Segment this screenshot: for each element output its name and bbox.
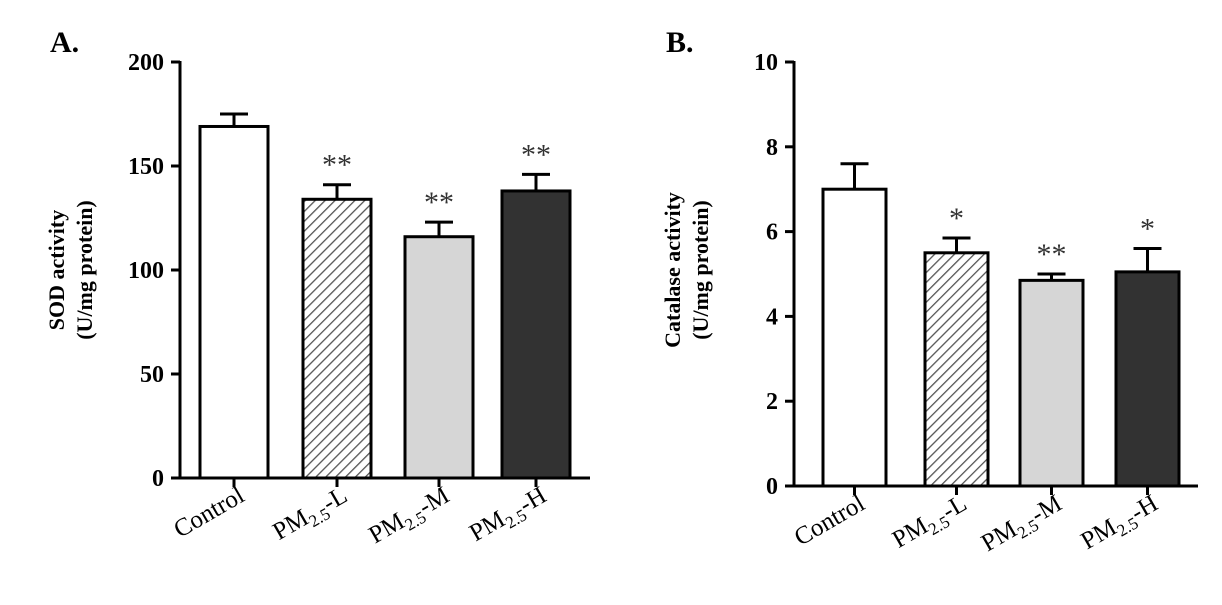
panel-b-x-tick-label-pm25-h: PM2.5-H (1076, 490, 1164, 559)
panel-b-y-tick-label: 10 (754, 50, 778, 76)
panel-a-x-tick-label-pm25-h: PM2.5-H (465, 482, 553, 551)
panel-a-error-bar-pm25-m (425, 220, 453, 237)
panel-a-bar-control (198, 124, 270, 480)
panel-b-significance-pm25-l: * (949, 202, 964, 235)
panel-a-x-tick-label-control: Control (169, 482, 249, 544)
panel-a-y-tick-label: 50 (140, 362, 164, 388)
panel-a-y-tick-label: 0 (152, 466, 164, 492)
panel-b-x-tick-label-control: Control (790, 490, 870, 552)
panel-a-chart: A. SOD activity (U/mg protein) 0 50 100 150… (44, 26, 590, 553)
panel-a-significance-pm25-h: ** (521, 138, 551, 171)
panel-a-significance-pm25-l: ** (322, 149, 352, 182)
panel-a-x-tick-label-pm25-l: PM2.5-L (268, 482, 354, 549)
panel-b-chart: B. Catalase activity (U/mg protein) 0 2 4 6… (660, 26, 1198, 561)
panel-b-error-bar-control (840, 162, 869, 190)
panel-b-y-tick-label: 8 (766, 135, 778, 161)
panel-b-bar-pm25-l (923, 251, 990, 488)
panel-b-error-bar-pm25-l (942, 236, 971, 253)
panel-b-y-tick-label: 4 (766, 304, 778, 330)
panel-a-bar-pm25-h (500, 189, 572, 480)
panel-b-y-tick-label: 2 (766, 389, 778, 415)
panel-b-significance-pm25-m: ** (1037, 238, 1067, 271)
panel-a-ylabel-line1: SOD activity (44, 210, 69, 330)
panel-a-x-tick-label-pm25-m: PM2.5-M (364, 482, 456, 553)
panel-a-bar-pm25-l (301, 197, 373, 480)
panel-b-bar-control (821, 187, 888, 488)
panel-a-error-bar-control (220, 112, 248, 127)
panel-b-y-tick-label: 6 (766, 220, 778, 246)
panel-a-bar-pm25-m (403, 235, 475, 480)
panel-a-significance-pm25-m: ** (424, 186, 454, 219)
panel-b-error-bar-pm25-h (1133, 247, 1162, 272)
panel-b-x-tick-label-pm25-m: PM2.5-M (977, 490, 1069, 561)
panel-a-error-bar-pm25-l (323, 183, 351, 200)
panel-b-ylabel-line1: Catalase activity (660, 192, 685, 348)
panel-b-y-tick-label: 0 (766, 474, 778, 500)
panel-b-bar-pm25-h (1114, 270, 1181, 488)
panel-a-label: A. (50, 26, 79, 59)
panel-b-error-bar-pm25-m (1037, 272, 1066, 281)
panel-a-error-bar-pm25-h (522, 172, 550, 191)
panel-a-y-tick-label: 100 (128, 258, 164, 284)
panel-b-bar-pm25-m (1018, 278, 1085, 488)
panel-b-x-tick-label-pm25-l: PM2.5-L (888, 490, 974, 557)
panel-a-y-tick-label: 200 (128, 50, 164, 76)
panel-b-significance-pm25-h: * (1140, 213, 1155, 246)
panel-b-ylabel-line2: (U/mg protein) (688, 200, 713, 340)
panel-a-y-tick-label: 150 (128, 154, 164, 180)
panel-a-ylabel-line2: (U/mg protein) (72, 200, 97, 340)
panel-b-label: B. (666, 26, 694, 59)
